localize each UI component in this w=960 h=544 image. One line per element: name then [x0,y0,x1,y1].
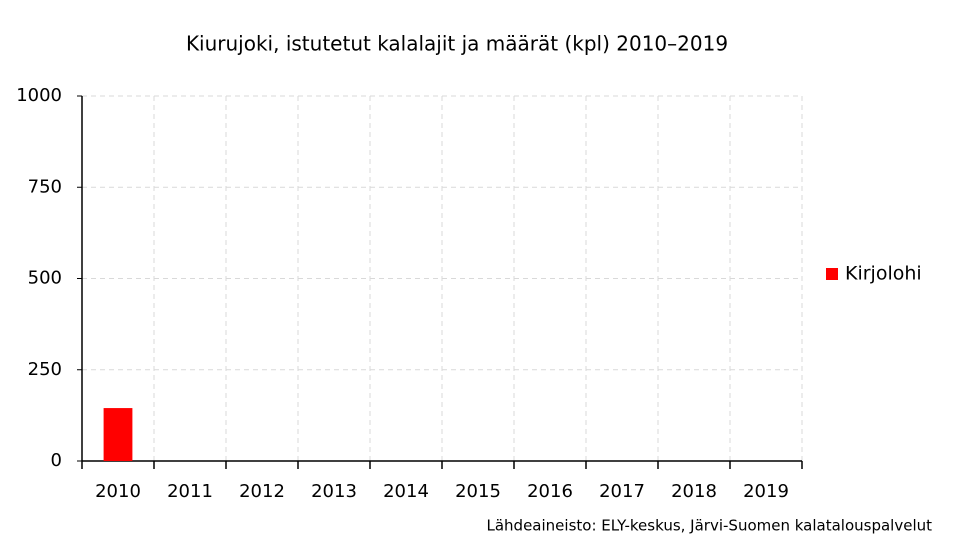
x-tick-label: 2019 [743,481,789,502]
y-tick-label: 750 [28,176,62,197]
bar [103,408,133,461]
x-tick-label: 2012 [239,481,285,502]
source-note: Lähdeaineisto: ELY-keskus, Järvi-Suomen … [487,517,933,535]
y-tick-label: 500 [28,268,62,289]
x-tick-label: 2011 [167,481,213,502]
x-tick-label: 2016 [527,481,573,502]
x-tick-label: 2017 [599,481,645,502]
chart-title: Kiurujoki, istutetut kalalajit ja määrät… [186,32,728,56]
y-tick-label: 0 [51,450,62,471]
x-tick-label: 2014 [383,481,429,502]
legend-label: Kirjolohi [845,263,922,285]
legend-swatch [826,268,838,280]
x-tick-label: 2015 [455,481,501,502]
x-tick-label: 2013 [311,481,357,502]
x-tick-label: 2010 [95,481,141,502]
x-tick-label: 2018 [671,481,717,502]
y-tick-label: 1000 [16,85,62,106]
y-tick-label: 250 [28,359,62,380]
